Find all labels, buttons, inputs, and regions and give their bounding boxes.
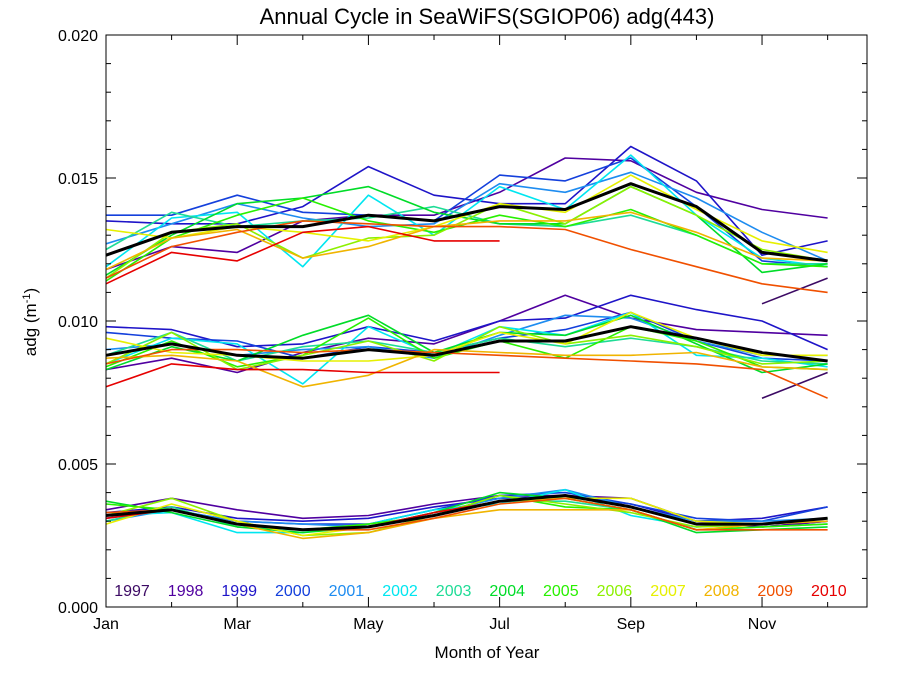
series-line-2008-upper	[105, 211, 828, 271]
x-tick-label: Jan	[93, 616, 119, 633]
legend-label-2008: 2008	[704, 583, 740, 600]
legend-label-2007: 2007	[650, 583, 686, 600]
series-line-2006-upper	[105, 185, 828, 279]
axes: 0.000 0.005 0.010 0.015 0.020 Jan Mar May Jul Sep…	[58, 28, 868, 633]
legend-label-2006: 2006	[597, 583, 633, 600]
legend-label-2009: 2009	[757, 583, 793, 600]
series-line-1998-middle	[105, 294, 828, 374]
series-line-2010-upper	[105, 225, 500, 285]
legend-label-2001: 2001	[329, 583, 365, 600]
y-axis-label: adg (m-1)	[21, 288, 40, 356]
y-tick-label: 0.020	[58, 28, 98, 45]
series-line-2009-middle	[105, 348, 828, 399]
chart-title: Annual Cycle in SeaWiFS(SGIOP06) adg(443…	[260, 4, 715, 29]
y-axis-label-sup: -1	[21, 293, 33, 303]
y-tick-label: 0.010	[58, 314, 98, 331]
series-line-2006-lower	[105, 494, 828, 537]
x-axis-label: Month of Year	[435, 643, 540, 662]
mean-line-lower	[105, 494, 828, 532]
mean-line-upper	[105, 182, 828, 263]
y-tick-label: 0.000	[58, 600, 98, 617]
y-axis-label-main: adg (m	[21, 303, 40, 356]
legend-label-2002: 2002	[382, 583, 418, 600]
legend-label-1998: 1998	[168, 583, 204, 600]
series-line-2009-upper	[105, 220, 828, 294]
x-tick-label: May	[353, 616, 383, 633]
legend-label-2004: 2004	[489, 583, 525, 600]
x-tick-label: Mar	[223, 616, 251, 633]
series-line-2001-upper	[105, 171, 828, 262]
x-tick-label: Jul	[489, 616, 509, 633]
x-tick-label: Nov	[748, 616, 776, 633]
series-line-1999-middle	[105, 294, 828, 351]
y-tick-label: 0.015	[58, 171, 98, 188]
legend-label-2005: 2005	[543, 583, 579, 600]
series-line-2002-upper	[105, 154, 828, 268]
series-line-1999-upper	[105, 145, 828, 256]
x-tick-label: Sep	[617, 616, 646, 633]
series-line-2008-middle	[105, 348, 828, 388]
plot-lines	[105, 145, 828, 540]
y-axis-label-close: )	[21, 288, 40, 294]
series-line-2002-middle	[105, 311, 828, 385]
series-line-2004-lower	[105, 491, 828, 534]
series-line-1997-upper	[761, 277, 828, 305]
series-line-2004-upper	[105, 185, 828, 276]
series-line-2010-middle	[105, 363, 500, 388]
series-line-2004-middle	[105, 314, 828, 374]
legend: 1997 1998 1999 2000 2001 2002 2003 2004 2005 2006…	[114, 583, 846, 600]
legend-label-2003: 2003	[436, 583, 472, 600]
legend-label-1997: 1997	[114, 583, 150, 600]
legend-label-1999: 1999	[221, 583, 257, 600]
legend-label-2010: 2010	[811, 583, 847, 600]
legend-label-2000: 2000	[275, 583, 311, 600]
mean-line-middle	[105, 325, 828, 363]
y-tick-label: 0.005	[58, 457, 98, 474]
series-line-1997-middle	[761, 371, 828, 399]
